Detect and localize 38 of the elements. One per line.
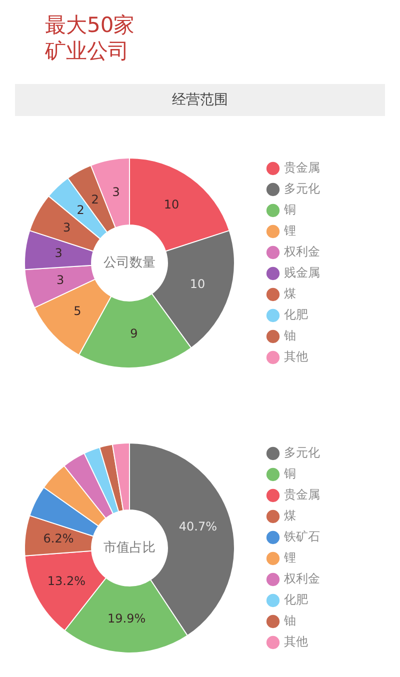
data-label: 3 xyxy=(112,184,120,199)
legend-label: 铁矿石 xyxy=(283,530,320,544)
legend-label: 贵金属 xyxy=(284,488,320,502)
data-label: 40.7% xyxy=(178,520,218,534)
legend-label: 权利金 xyxy=(283,244,320,259)
data-label: 9 xyxy=(130,326,138,340)
data-label: 2 xyxy=(76,203,84,218)
text: 市值占比 xyxy=(104,540,156,556)
legend-label: 锂 xyxy=(283,550,296,565)
text: 公司数量 xyxy=(104,255,156,270)
legend-label: 煤 xyxy=(284,508,296,523)
data-label: 10 xyxy=(190,277,206,292)
data-label: 6.2% xyxy=(43,532,74,546)
legend-label: 铜 xyxy=(283,466,296,481)
legend-label: 其他 xyxy=(284,634,308,649)
data-label: 3 xyxy=(54,246,62,260)
data-label: 10 xyxy=(164,197,180,212)
legend-label: 煤 xyxy=(284,286,296,301)
legend-label: 其他 xyxy=(284,350,308,364)
data-label: 3 xyxy=(56,272,64,287)
data-label: 5 xyxy=(74,304,82,318)
legend-label: 贱金属 xyxy=(284,266,320,280)
legend-label: 多元化 xyxy=(284,182,320,196)
chart-subtitle: 经营范围 xyxy=(172,91,228,109)
legend-label: 贵金属 xyxy=(284,160,320,175)
legend-label: 权利金 xyxy=(283,572,320,586)
legend-label: 铀 xyxy=(283,614,296,628)
legend-label: 铜 xyxy=(283,202,296,217)
legend-label: 锂 xyxy=(283,224,296,238)
data-label: 3 xyxy=(63,220,71,235)
chart-title: 最大50家矿业公司 xyxy=(45,12,136,64)
legend-label: 化肥 xyxy=(284,308,308,322)
legend-label: 铀 xyxy=(283,328,296,343)
data-label: 19.9% xyxy=(108,612,146,626)
legend-label: 化肥 xyxy=(284,592,308,607)
legend-label: 多元化 xyxy=(284,446,320,460)
data-label: 2 xyxy=(91,192,99,206)
data-label: 13.2% xyxy=(47,574,86,588)
